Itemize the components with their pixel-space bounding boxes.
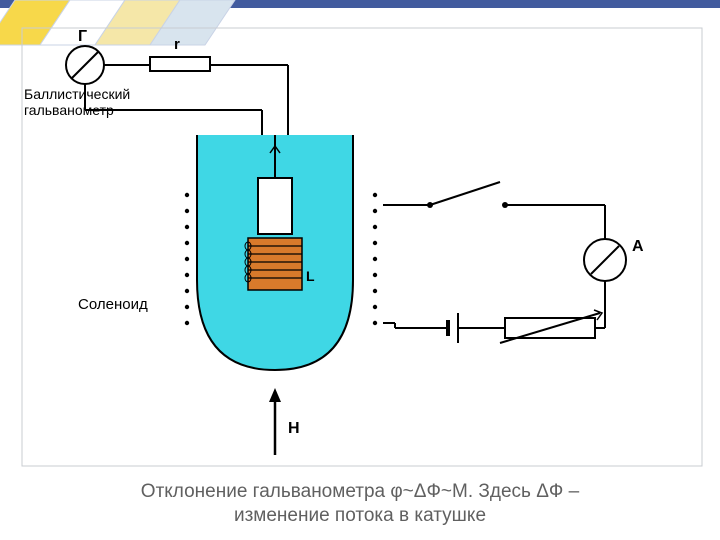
slide-root: { "canvas":{"w":720,"h":540,"bg":"#fffff… xyxy=(0,0,720,540)
resistor-icon xyxy=(150,57,210,71)
solenoid-dots-right xyxy=(373,193,377,325)
sample-icon xyxy=(258,178,292,234)
field-arrow-icon xyxy=(269,388,281,455)
rheostat-icon xyxy=(500,310,602,343)
switch-icon xyxy=(427,182,508,208)
ammeter-icon xyxy=(584,239,626,281)
resistor-letter: r xyxy=(174,36,180,53)
caption-line1: Отклонение гальванометра φ~ΔФ~М. Здесь Δ… xyxy=(141,481,579,502)
coil-icon xyxy=(245,238,302,290)
solenoid-label: Соленоид xyxy=(78,296,148,313)
field-letter: H xyxy=(288,420,300,438)
coil-letter: L xyxy=(306,268,315,284)
circuit-diagram xyxy=(0,0,720,470)
galvanometer-icon xyxy=(66,46,104,84)
galvanometer-letter: Г xyxy=(78,28,87,46)
galvanometer-label: Баллистический гальванометр xyxy=(24,86,130,118)
slide-caption: Отклонение гальванометра φ~ΔФ~М. Здесь Δ… xyxy=(0,480,720,528)
caption-line2: изменение потока в катушке xyxy=(234,505,486,526)
ammeter-letter: A xyxy=(632,238,644,256)
battery-icon xyxy=(448,313,458,343)
solenoid-dots-left xyxy=(185,193,189,325)
